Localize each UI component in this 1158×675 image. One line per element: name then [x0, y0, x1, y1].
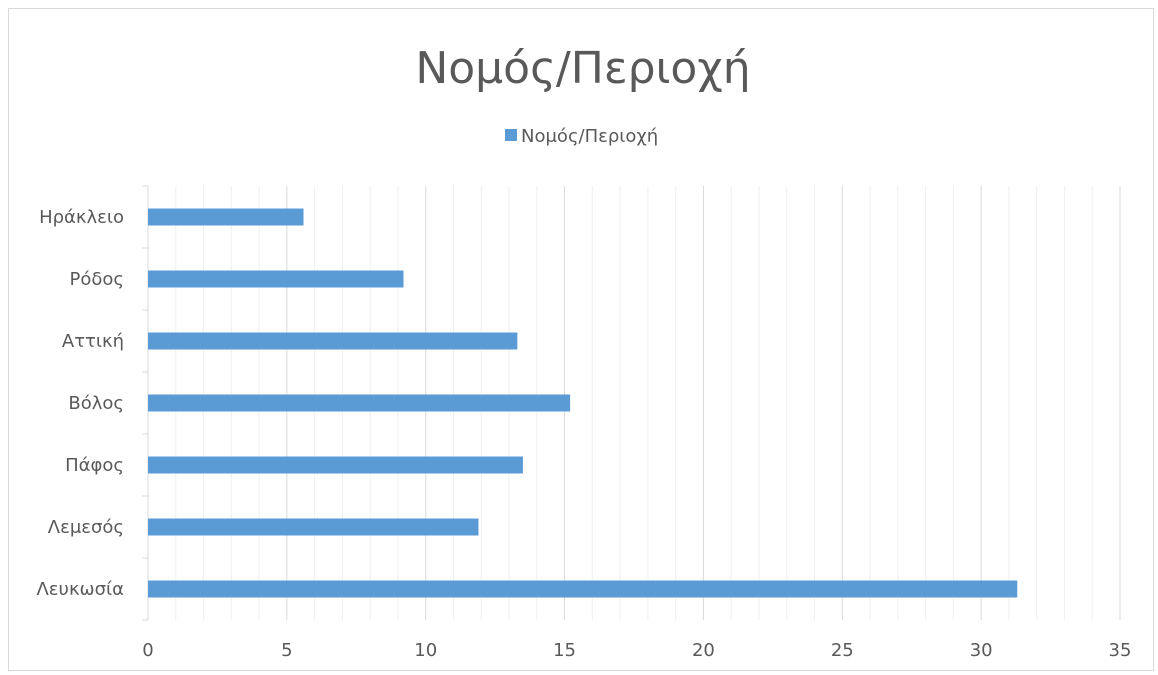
y-category-label: Ηράκλειο	[39, 207, 124, 228]
bar	[148, 332, 518, 350]
legend-swatch	[505, 129, 517, 141]
axis-layer	[142, 185, 149, 621]
y-category-label: Αττική	[62, 331, 124, 352]
y-category-label: Λεμεσός	[48, 517, 124, 538]
bar-layer	[148, 208, 1018, 598]
x-tick-label: 5	[281, 640, 292, 661]
x-tick-label: 0	[142, 640, 153, 661]
label-layer: 0 5 10 15 20 25 30 35 Λευκωσία Λεμεσός Πάφος Βόλος Α…	[36, 207, 1131, 661]
y-category-label: Πάφος	[65, 455, 124, 476]
y-category-label: Ρόδος	[70, 269, 124, 290]
bar	[148, 518, 479, 536]
chart-title: Νομός/Περιοχή	[415, 43, 750, 94]
x-tick-label: 20	[692, 640, 715, 661]
bar	[148, 394, 571, 412]
x-tick-label: 30	[970, 640, 993, 661]
y-category-label: Λευκωσία	[36, 579, 124, 600]
x-tick-label: 10	[414, 640, 437, 661]
legend-label: Νομός/Περιοχή	[521, 126, 658, 147]
bar	[148, 456, 523, 474]
x-tick-label: 35	[1109, 640, 1132, 661]
x-tick-label: 25	[831, 640, 854, 661]
bar	[148, 208, 304, 226]
y-category-label: Βόλος	[68, 393, 124, 414]
bar	[148, 270, 404, 288]
bar	[148, 580, 1018, 598]
x-tick-label: 15	[553, 640, 576, 661]
legend[interactable]: Νομός/Περιοχή	[505, 126, 658, 147]
